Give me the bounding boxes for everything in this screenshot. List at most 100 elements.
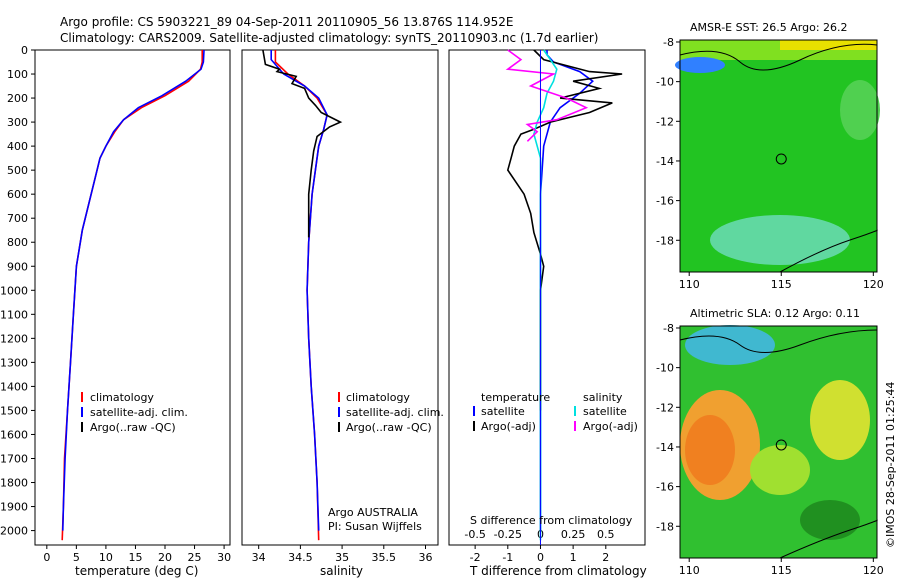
diff-legend-t-sat: satellite — [481, 405, 525, 418]
depth-tick-label-900: 900 — [7, 260, 28, 273]
sla-xtick-label-0: 110 — [679, 564, 700, 577]
sst-map-cool-patch — [710, 215, 850, 265]
depth-tick-label-1300: 1300 — [0, 356, 28, 369]
sla-xtick-label-2: 120 — [863, 564, 884, 577]
temp-xtick-label-6: 30 — [217, 551, 231, 564]
sst-map-hot-band — [780, 40, 877, 50]
diff-stick-label-0: -0.5 — [464, 528, 485, 541]
sla-map: Altimetric SLA: 0.12 Argo: 0.11 -8 -10 -12… — [656, 307, 884, 577]
sla-ytick-label-0: -8 — [663, 322, 674, 335]
sla-ytick-label-4: -16 — [656, 481, 674, 494]
depth-tick-label-400: 400 — [7, 140, 28, 153]
sla-map-low-patch — [685, 325, 775, 365]
sla-ytick-label-2: -12 — [656, 401, 674, 414]
temp-legend-clim: climatology — [90, 391, 154, 404]
header-line2: Climatology: CARS2009. Satellite-adjuste… — [60, 31, 598, 45]
diff-stick-label-1: -0.25 — [494, 528, 522, 541]
sst-ytick-label-3: -14 — [656, 155, 674, 168]
diff-xtick-label-1: -1 — [502, 551, 513, 564]
sst-ytick-label-1: -10 — [656, 76, 674, 89]
temp-legend-sat: satellite-adj. clim. — [90, 406, 188, 419]
sst-ytick-label-2: -12 — [656, 115, 674, 128]
sla-ytick-label-5: -18 — [656, 520, 674, 533]
diff-stick-label-3: 0.25 — [561, 528, 586, 541]
temp-xtick-label-3: 15 — [128, 551, 142, 564]
temp-xtick-label-1: 5 — [73, 551, 80, 564]
sal-series-0 — [274, 50, 328, 541]
salinity-frame — [241, 49, 439, 546]
diff-legend-temp-title: temperature — [481, 391, 550, 404]
depth-tick-label-300: 300 — [7, 116, 28, 129]
diff-xtick-label-3: 1 — [570, 551, 577, 564]
sla-map-title: Altimetric SLA: 0.12 Argo: 0.11 — [690, 307, 860, 320]
sla-map-argo-marker — [775, 439, 787, 451]
diff-legend-t-argo: Argo(-adj) — [481, 420, 536, 433]
sst-xtick-label-2: 120 — [863, 278, 884, 291]
depth-tick-label-1400: 1400 — [0, 380, 28, 393]
sst-map-patch — [840, 80, 880, 140]
diff-legend-s-sat: satellite — [583, 405, 627, 418]
depth-tick-label-1500: 1500 — [0, 404, 28, 417]
depth-tick-label-0: 0 — [21, 44, 28, 57]
diff-series-3 — [505, 49, 589, 142]
sst-ytick-label-5: -18 — [656, 234, 674, 247]
depth-tick-label-1700: 1700 — [0, 452, 28, 465]
sla-map-coastline — [679, 329, 878, 353]
salinity-annotation-2: PI: Susan Wijffels — [328, 520, 422, 533]
sst-ytick-label-0: -8 — [663, 36, 674, 49]
sla-map-peak-patch — [685, 415, 735, 485]
sst-map-coastline-south — [779, 229, 878, 273]
sal-xtick-label-1: 34.5 — [288, 551, 313, 564]
salinity-legend: climatology satellite-adj. clim. Argo(..… — [338, 391, 444, 434]
sst-map-argo-marker — [775, 153, 787, 165]
temperature-panel: 0100200300400500600700800900100011001200… — [0, 44, 231, 578]
diff-legend-s-argo: Argo(-adj) — [583, 420, 638, 433]
sst-map: AMSR-E SST: 26.5 Argo: 26.2 -8 -10 -12 -14 -… — [656, 21, 884, 291]
diff-xlabel2: S difference from climatology — [470, 514, 633, 527]
depth-tick-label-1800: 1800 — [0, 477, 28, 490]
sal-legend-argo: Argo(..raw -QC) — [346, 421, 432, 434]
sst-map-coastline — [679, 43, 878, 71]
sst-map-cold-patch — [675, 57, 725, 73]
depth-tick-label-1000: 1000 — [0, 284, 28, 297]
sst-map-frame — [679, 39, 878, 273]
temp-series-0 — [61, 50, 203, 541]
diff-xtick-label-4: 2 — [602, 551, 609, 564]
sst-xtick-label-1: 115 — [771, 278, 792, 291]
sal-xtick-label-0: 34 — [252, 551, 266, 564]
sla-xtick-label-1: 115 — [771, 564, 792, 577]
temperature-frame — [34, 49, 231, 546]
depth-tick-label-2000: 2000 — [0, 525, 28, 538]
salinity-annotation-1: Argo AUSTRALIA — [328, 506, 418, 519]
depth-tick-label-100: 100 — [7, 68, 28, 81]
depth-tick-label-700: 700 — [7, 212, 28, 225]
difference-legend: temperature salinity satellite Argo(-adj… — [473, 391, 638, 433]
sla-ytick-label-3: -14 — [656, 441, 674, 454]
sla-map-centre-patch — [750, 445, 810, 495]
diff-series-0 — [539, 50, 594, 531]
sal-legend-sat: satellite-adj. clim. — [346, 406, 444, 419]
salinity-xlabel: salinity — [320, 564, 363, 578]
depth-tick-label-1200: 1200 — [0, 332, 28, 345]
temp-xtick-label-5: 25 — [188, 551, 202, 564]
diff-xlabel: T difference from climatology — [469, 564, 647, 578]
salinity-panel: 34 34.5 35 35.5 36 climatology satellite-adj… — [241, 49, 444, 578]
diff-xtick-label-0: -2 — [470, 551, 481, 564]
sal-xtick-label-2: 35 — [335, 551, 349, 564]
depth-tick-label-1900: 1900 — [0, 501, 28, 514]
sla-map-coastline-south — [779, 519, 878, 559]
temp-series-1 — [62, 49, 205, 531]
sal-xtick-label-4: 36 — [418, 551, 432, 564]
temp-xtick-label-4: 20 — [158, 551, 172, 564]
sst-map-title: AMSR-E SST: 26.5 Argo: 26.2 — [690, 21, 848, 34]
diff-xtick-label-2: 0 — [537, 551, 544, 564]
watermark: ©IMOS 28-Sep-2011 01:25:44 — [884, 382, 897, 548]
sla-map-frame — [679, 325, 878, 559]
sst-xtick-label-0: 110 — [679, 278, 700, 291]
depth-tick-label-500: 500 — [7, 164, 28, 177]
diff-legend-sal-title: salinity — [583, 391, 623, 404]
temperature-legend: climatology satellite-adj. clim. Argo(..… — [81, 391, 188, 434]
temp-legend-argo: Argo(..raw -QC) — [90, 421, 176, 434]
